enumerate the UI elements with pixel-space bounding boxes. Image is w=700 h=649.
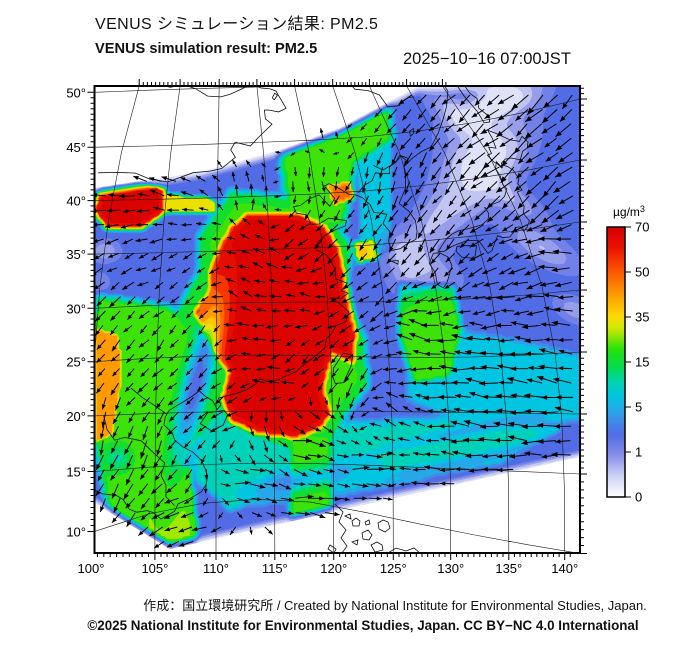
svg-text:110°: 110°: [203, 561, 229, 576]
svg-text:40°: 40°: [66, 194, 86, 209]
svg-text:35°: 35°: [66, 247, 86, 262]
svg-text:135°: 135°: [495, 561, 522, 576]
svg-text:50: 50: [635, 265, 649, 280]
svg-text:140°: 140°: [551, 561, 578, 576]
svg-text:130°: 130°: [437, 561, 464, 576]
svg-text:2025−10−16 07:00JST: 2025−10−16 07:00JST: [403, 50, 571, 68]
svg-text:70: 70: [635, 220, 649, 235]
svg-text:©2025 National Institute for E: ©2025 National Institute for Environment…: [87, 618, 638, 633]
svg-text:25°: 25°: [66, 355, 86, 370]
svg-text:作成：国立環境研究所 / Created by Nation: 作成：国立環境研究所 / Created by National Institu…: [143, 598, 647, 613]
svg-text:100°: 100°: [78, 561, 105, 576]
svg-text:115°: 115°: [262, 561, 288, 576]
svg-text:15°: 15°: [66, 465, 86, 480]
svg-text:15: 15: [635, 355, 649, 370]
svg-text:50°: 50°: [66, 85, 86, 100]
svg-text:µg/m3: µg/m3: [613, 204, 645, 219]
svg-text:0: 0: [635, 490, 642, 505]
svg-text:35: 35: [635, 310, 649, 325]
svg-text:5: 5: [635, 400, 642, 415]
svg-text:105°: 105°: [141, 561, 168, 576]
svg-text:VENUS simulation result: PM2.5: VENUS simulation result: PM2.5: [95, 41, 317, 57]
svg-text:VENUS シミュレーション結果: PM2.5: VENUS シミュレーション結果: PM2.5: [95, 15, 378, 33]
svg-text:20°: 20°: [66, 409, 86, 424]
svg-text:125°: 125°: [380, 561, 407, 576]
svg-text:1: 1: [635, 445, 642, 460]
svg-text:10°: 10°: [66, 525, 86, 540]
svg-text:45°: 45°: [66, 140, 86, 155]
svg-text:120°: 120°: [320, 561, 347, 576]
svg-text:30°: 30°: [66, 301, 86, 316]
